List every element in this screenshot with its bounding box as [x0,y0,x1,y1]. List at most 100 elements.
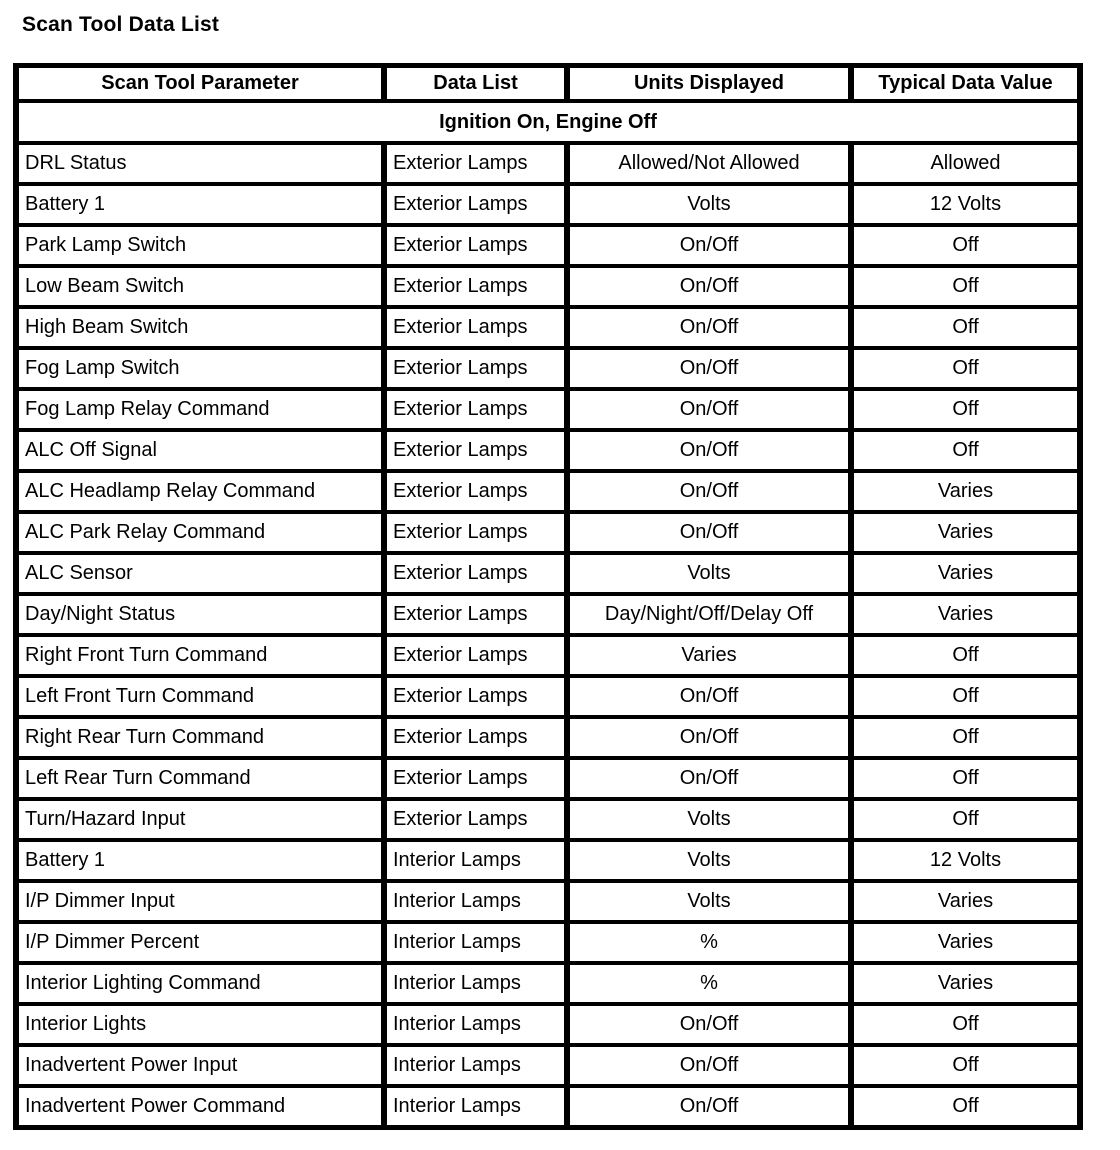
header-row: Scan Tool Parameter Data List Units Disp… [13,63,1083,103]
cell-typical-value: Varies [848,920,1083,965]
cell-data-list: Exterior Lamps [381,510,570,555]
cell-parameter: High Beam Switch [13,305,387,350]
cell-data-list: Interior Lamps [381,1002,570,1047]
cell-units: % [564,961,854,1006]
cell-units: On/Off [564,1084,854,1130]
cell-units: % [564,920,854,965]
cell-data-list: Exterior Lamps [381,551,570,596]
cell-data-list: Exterior Lamps [381,264,570,309]
table-row: I/P Dimmer Input Interior Lamps Volts Varie… [13,879,1083,924]
cell-data-list: Exterior Lamps [381,756,570,801]
cell-units: Volts [564,838,854,883]
cell-units: Varies [564,633,854,678]
column-header-data-list: Data List [381,63,570,103]
cell-units: On/Off [564,715,854,760]
cell-typical-value: Off [848,264,1083,309]
cell-parameter: I/P Dimmer Percent [13,920,387,965]
table-row: Left Rear Turn Command Exterior Lamps On/O… [13,756,1083,801]
table-row: Right Rear Turn Command Exterior Lamps On/… [13,715,1083,760]
table-row: Inadvertent Power Command Interior Lamps O… [13,1084,1083,1130]
cell-data-list: Exterior Lamps [381,715,570,760]
cell-parameter: ALC Off Signal [13,428,387,473]
cell-parameter: Left Front Turn Command [13,674,387,719]
cell-units: Volts [564,797,854,842]
cell-units: On/Off [564,346,854,391]
cell-units: Volts [564,182,854,227]
cell-data-list: Exterior Lamps [381,305,570,350]
cell-parameter: ALC Headlamp Relay Command [13,469,387,514]
table-row: Inadvertent Power Input Interior Lamps On/… [13,1043,1083,1088]
table-row: Left Front Turn Command Exterior Lamps On/… [13,674,1083,719]
cell-typical-value: Off [848,674,1083,719]
table-row: Right Front Turn Command Exterior Lamps Va… [13,633,1083,678]
table-row: ALC Park Relay Command Exterior Lamps On/O… [13,510,1083,555]
table-row: Battery 1 Interior Lamps Volts 12 Volts [13,838,1083,883]
cell-units: Volts [564,879,854,924]
cell-units: Day/Night/Off/Delay Off [564,592,854,637]
cell-parameter: ALC Park Relay Command [13,510,387,555]
cell-typical-value: Off [848,1002,1083,1047]
cell-data-list: Exterior Lamps [381,141,570,186]
cell-data-list: Exterior Lamps [381,387,570,432]
cell-parameter: Low Beam Switch [13,264,387,309]
cell-data-list: Exterior Lamps [381,346,570,391]
table-row: Fog Lamp Switch Exterior Lamps On/Off Off [13,346,1083,391]
cell-parameter: Inadvertent Power Input [13,1043,387,1088]
table-row: I/P Dimmer Percent Interior Lamps% Varies [13,920,1083,965]
cell-units: Allowed/Not Allowed [564,141,854,186]
cell-parameter: DRL Status [13,141,387,186]
cell-typical-value: Off [848,715,1083,760]
table-row: Park Lamp Switch Exterior Lamps On/Off Off [13,223,1083,268]
column-header-typical-value: Typical Data Value [848,63,1083,103]
table-row: Day/Night Status Exterior Lamps Day/Night/… [13,592,1083,637]
cell-data-list: Interior Lamps [381,920,570,965]
cell-typical-value: Varies [848,469,1083,514]
cell-units: On/Off [564,1043,854,1088]
cell-parameter: Turn/Hazard Input [13,797,387,842]
cell-typical-value: Off [848,428,1083,473]
cell-parameter: Fog Lamp Relay Command [13,387,387,432]
cell-data-list: Interior Lamps [381,961,570,1006]
table-row: ALC Off Signal Exterior Lamps On/Off Off [13,428,1083,473]
cell-data-list: Exterior Lamps [381,223,570,268]
cell-units: On/Off [564,1002,854,1047]
cell-typical-value: Varies [848,510,1083,555]
section-header-row: Ignition On, Engine Off [13,99,1083,145]
cell-data-list: Exterior Lamps [381,592,570,637]
cell-parameter: Interior Lighting Command [13,961,387,1006]
cell-units: On/Off [564,223,854,268]
cell-typical-value: Varies [848,879,1083,924]
cell-parameter: Park Lamp Switch [13,223,387,268]
table-row: Low Beam Switch Exterior Lamps On/Off Off [13,264,1083,309]
cell-parameter: Inadvertent Power Command [13,1084,387,1130]
cell-typical-value: Off [848,223,1083,268]
table-row: High Beam Switch Exterior Lamps On/Off Off [13,305,1083,350]
scan-tool-data-table: Scan Tool Parameter Data List Units Disp… [13,63,1083,1130]
cell-units: On/Off [564,264,854,309]
column-header-units: Units Displayed [564,63,854,103]
cell-data-list: Interior Lamps [381,838,570,883]
page-title: Scan Tool Data List [22,13,220,36]
cell-data-list: Interior Lamps [381,879,570,924]
cell-typical-value: Off [848,633,1083,678]
cell-typical-value: Off [848,387,1083,432]
cell-parameter: Day/Night Status [13,592,387,637]
cell-typical-value: Off [848,346,1083,391]
column-header-parameter: Scan Tool Parameter [13,63,387,103]
cell-units: On/Off [564,305,854,350]
cell-typical-value: 12 Volts [848,182,1083,227]
cell-typical-value: 12 Volts [848,838,1083,883]
table-row: ALC Sensor Exterior Lamps Volts Varies [13,551,1083,596]
cell-parameter: Right Front Turn Command [13,633,387,678]
cell-data-list: Exterior Lamps [381,182,570,227]
cell-data-list: Interior Lamps [381,1084,570,1130]
cell-parameter: ALC Sensor [13,551,387,596]
cell-parameter: Interior Lights [13,1002,387,1047]
table-row: Battery 1 Exterior Lamps Volts 12 Volts [13,182,1083,227]
cell-data-list: Exterior Lamps [381,469,570,514]
cell-units: On/Off [564,387,854,432]
cell-parameter: Fog Lamp Switch [13,346,387,391]
table-row: Turn/Hazard Input Exterior Lamps Volts Off [13,797,1083,842]
cell-units: On/Off [564,428,854,473]
cell-data-list: Exterior Lamps [381,633,570,678]
